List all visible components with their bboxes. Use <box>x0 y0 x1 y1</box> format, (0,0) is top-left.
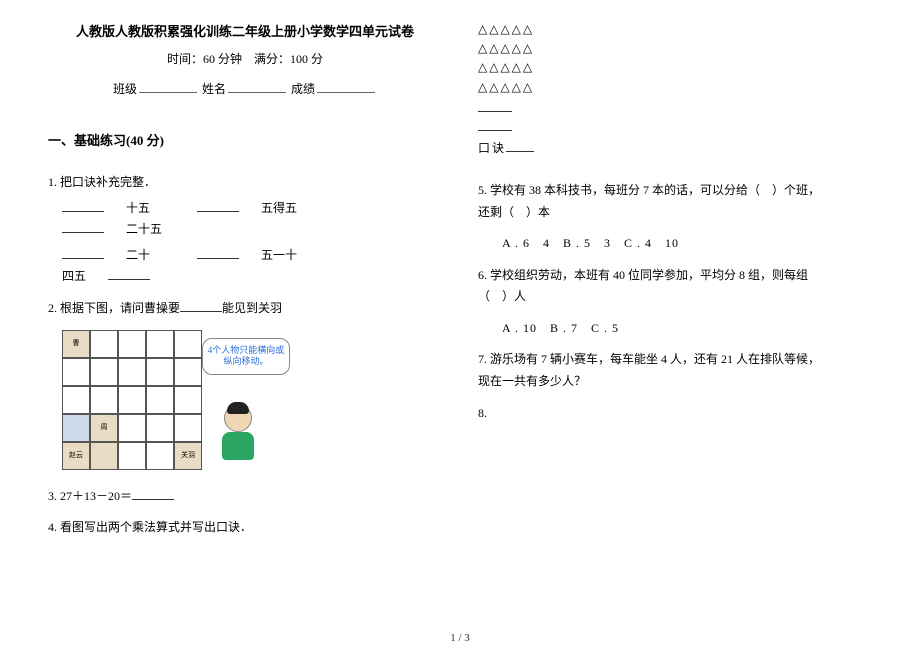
q1-text: 把口诀补充完整． <box>60 175 156 189</box>
q7-text-a: 游乐场有 7 辆小赛车，每车能坐 4 人，还有 21 人在排队等候， <box>490 352 820 366</box>
q4-num: 4. <box>48 520 57 534</box>
q7-text-b: 现在一共有多少人？ <box>478 374 586 388</box>
q1-blank[interactable] <box>62 220 104 233</box>
q6-num: 6. <box>478 268 487 282</box>
q3-num: 3. <box>48 489 57 503</box>
question-1: 1. 把口诀补充完整． 十五 五得五 二十五 二十 五一十 四五 <box>48 172 442 288</box>
q2-figure: 曹 周 赵云关羽 4个人物只能横向或纵向移动。 <box>62 330 282 470</box>
q1-num: 1. <box>48 175 57 189</box>
q1-r2a: 二十 <box>126 248 150 262</box>
q6-text-a: 学校组织劳动，本班有 40 位同学参加，平均分 8 组，则每组 <box>490 268 808 282</box>
triangle-row: △△△△△ <box>478 58 872 77</box>
q6-text-b: （ ）人 <box>478 289 526 303</box>
class-blank[interactable] <box>139 80 197 93</box>
q5-num: 5. <box>478 183 487 197</box>
q7-num: 7. <box>478 352 487 366</box>
q1-r1c: 二十五 <box>126 222 162 236</box>
q1-blank[interactable] <box>62 199 104 212</box>
expr-blank[interactable] <box>478 99 512 112</box>
cell-face <box>62 414 90 442</box>
q1-blank[interactable] <box>197 246 239 259</box>
expr-blank[interactable] <box>478 118 512 131</box>
full-label: 满分： <box>254 52 290 66</box>
q3-text: 27＋13－20＝ <box>60 489 132 503</box>
name-blank[interactable] <box>228 80 286 93</box>
question-3: 3. 27＋13－20＝ <box>48 486 442 508</box>
koujue-blank[interactable] <box>506 139 534 152</box>
question-5: 5. 学校有 38 本科技书，每班分 7 本的话，可以分给（ ）个班， 还剩（ … <box>478 180 872 255</box>
cell-guan: 关羽 <box>174 442 202 470</box>
time-full-line: 时间：60 分钟 满分：100 分 <box>48 49 442 71</box>
q1-r2b: 五一十 <box>261 248 297 262</box>
left-column: 人教版人教版积累强化训练二年级上册小学数学四单元试卷 时间：60 分钟 满分：1… <box>30 20 460 640</box>
q2-blank[interactable] <box>180 299 222 312</box>
section-1-heading: 一、基础练习(40 分) <box>48 129 442 152</box>
triangle-row: △△△△△ <box>478 20 872 39</box>
koujue-label: 口诀 <box>478 141 506 155</box>
class-label: 班级 <box>113 82 137 96</box>
name-label: 姓名 <box>202 82 226 96</box>
q1-r2c: 四五 <box>62 269 86 283</box>
question-4: 4. 看图写出两个乘法算式并写出口诀． <box>48 517 442 539</box>
right-column: △△△△△ △△△△△ △△△△△ △△△△△ 口诀 5. 学校有 38 本科技… <box>460 20 890 640</box>
q1-row2: 二十 五一十 四五 <box>62 245 442 288</box>
q1-r1b: 五得五 <box>261 201 297 215</box>
full-value: 100 分 <box>290 52 323 66</box>
score-label: 成绩 <box>291 82 315 96</box>
page-number: 1 / 3 <box>0 632 920 644</box>
q6-options: A . 10 B . 7 C . 5 <box>502 318 872 340</box>
grid-5x5: 曹 周 赵云 关羽 <box>62 330 202 470</box>
q5-text-a: 学校有 38 本科技书，每班分 7 本的话，可以分给（ ）个班， <box>490 183 820 197</box>
q1-row1: 十五 五得五 二十五 <box>62 198 442 241</box>
time-label: 时间： <box>167 52 203 66</box>
doc-title: 人教版人教版积累强化训练二年级上册小学数学四单元试卷 <box>48 20 442 43</box>
q4-text: 看图写出两个乘法算式并写出口诀． <box>60 520 252 534</box>
time-value: 60 分钟 <box>203 52 242 66</box>
expression-blanks <box>478 99 872 137</box>
q1-blank[interactable] <box>108 267 150 280</box>
cell-cao: 曹 <box>62 330 90 358</box>
question-7: 7. 游乐场有 7 辆小赛车，每车能坐 4 人，还有 21 人在排队等候， 现在… <box>478 349 872 392</box>
q2-text2: 能见到关羽 <box>222 301 282 315</box>
koujue-line: 口诀 <box>478 139 872 158</box>
q1-blank[interactable] <box>62 246 104 259</box>
q3-blank[interactable] <box>132 487 174 500</box>
q5-text-b: 还剩（ ）本 <box>478 205 550 219</box>
triangle-figure: △△△△△ △△△△△ △△△△△ △△△△△ 口诀 <box>478 20 872 158</box>
page: 人教版人教版积累强化训练二年级上册小学数学四单元试卷 时间：60 分钟 满分：1… <box>0 0 920 650</box>
q1-blank[interactable] <box>197 199 239 212</box>
score-blank[interactable] <box>317 80 375 93</box>
q8-num: 8. <box>478 406 487 420</box>
question-8: 8. <box>478 403 872 425</box>
cell-zhao: 赵云 <box>62 442 90 470</box>
question-6: 6. 学校组织劳动，本班有 40 位同学参加，平均分 8 组，则每组 （ ）人 … <box>478 265 872 340</box>
cell-face <box>90 442 118 470</box>
question-2: 2. 根据下图，请问曹操要 能见到关羽 曹 周 赵云 关羽 4个人物只能横向或纵向移… <box>48 298 442 470</box>
boy-icon <box>217 404 259 464</box>
triangle-row: △△△△△ <box>478 78 872 97</box>
q5-options: A . 6 4 B . 5 3 C . 4 10 <box>502 233 872 255</box>
triangle-row: △△△△△ <box>478 39 872 58</box>
student-info-line: 班级 姓名 成绩 <box>48 79 442 101</box>
cell-zhou: 周 <box>90 414 118 442</box>
speech-bubble: 4个人物只能横向或纵向移动。 <box>202 338 290 375</box>
q1-r1a: 十五 <box>126 201 150 215</box>
q2-text: 根据下图，请问曹操要 <box>60 301 180 315</box>
q2-num: 2. <box>48 301 57 315</box>
